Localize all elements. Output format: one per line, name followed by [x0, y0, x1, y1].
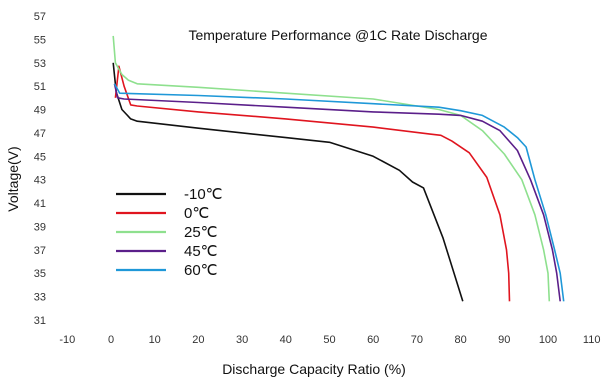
y-tick-label: 49 [34, 105, 46, 117]
x-tick-label: 70 [411, 334, 423, 346]
y-axis-title: Voltage(V) [5, 146, 21, 211]
y-tick-label: 39 [34, 221, 46, 233]
y-tick-label: 33 [34, 292, 46, 304]
y-tick-label: 51 [34, 81, 46, 93]
series-line [112, 62, 464, 302]
y-tick-label: 41 [34, 198, 46, 210]
y-tick-label: 57 [34, 11, 46, 23]
series-lines [112, 35, 565, 302]
y-tick-label: 55 [34, 34, 46, 46]
x-tick-label: 100 [539, 334, 557, 346]
chart-title: Temperature Performance @1C Rate Dischar… [188, 27, 487, 43]
y-tick-label: 35 [34, 268, 46, 280]
series-line [113, 83, 561, 302]
y-tick-label: 53 [34, 58, 46, 70]
legend-label: 45℃ [184, 243, 218, 260]
x-tick-label: 60 [367, 334, 379, 346]
x-tick-label: 0 [108, 334, 114, 346]
legend: -10℃ 0℃ 25℃ 45℃ 60℃ [116, 186, 223, 279]
y-tick-label: 37 [34, 245, 46, 257]
x-tick-label: 10 [149, 334, 161, 346]
series-line [112, 35, 551, 302]
y-axis-ticks: 31 33 35 37 39 41 43 45 47 49 51 53 55 57 [34, 11, 46, 327]
x-tick-label: -10 [59, 334, 75, 346]
x-axis-ticks: -10 0 10 20 30 40 50 60 70 80 90 100 110 [59, 334, 600, 346]
y-tick-label: 43 [34, 175, 46, 187]
x-axis-title: Discharge Capacity Ratio (%) [222, 361, 406, 377]
x-tick-label: 50 [323, 334, 335, 346]
x-tick-label: 30 [236, 334, 248, 346]
y-tick-label: 31 [34, 315, 46, 327]
y-tick-label: 45 [34, 151, 46, 163]
legend-label: 25℃ [184, 224, 218, 241]
x-tick-label: 110 [583, 334, 601, 346]
x-tick-label: 80 [454, 334, 466, 346]
x-tick-label: 20 [192, 334, 204, 346]
x-tick-label: 40 [280, 334, 292, 346]
legend-label: -10℃ [184, 186, 223, 203]
legend-label: 0℃ [184, 205, 209, 222]
series-line [113, 83, 565, 302]
legend-label: 60℃ [184, 262, 218, 279]
x-tick-label: 90 [498, 334, 510, 346]
y-tick-label: 47 [34, 128, 46, 140]
